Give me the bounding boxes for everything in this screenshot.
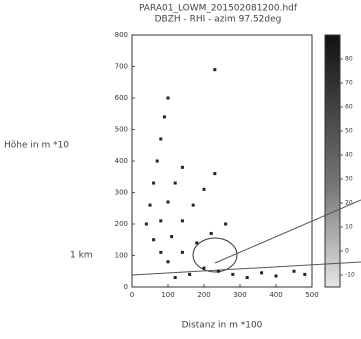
colorbar-tick-label: 10 (345, 224, 353, 231)
data-point (293, 270, 296, 273)
colorbar-tick-label: 20 (345, 200, 353, 207)
highlight-circle (193, 238, 237, 272)
data-point (246, 276, 249, 279)
x-tick-label: 200 (197, 291, 210, 299)
x-tick-label: 100 (161, 291, 174, 299)
colorbar-tick-label: 60 (345, 104, 353, 111)
data-point (163, 115, 166, 118)
colorbar-tick-label: 70 (345, 80, 353, 87)
data-point (159, 219, 162, 222)
data-point (224, 223, 227, 226)
chart-title: PARA01_LOWM_201502081200.hdf (139, 4, 298, 14)
data-point (213, 172, 216, 175)
data-point (156, 160, 159, 163)
data-point (210, 232, 213, 235)
x-axis-label: Distanz in m *100 (182, 321, 263, 331)
data-point (192, 204, 195, 207)
x-tick-label: 500 (305, 291, 318, 299)
y-tick-label: 100 (115, 252, 128, 260)
data-point (203, 267, 206, 270)
y-tick-label: 400 (115, 157, 128, 165)
data-point (152, 238, 155, 241)
data-point (217, 270, 220, 273)
data-point (188, 273, 191, 276)
data-point (167, 200, 170, 203)
data-point (181, 166, 184, 169)
colorbar-tick-label: 50 (345, 128, 353, 135)
plot-frame (132, 35, 312, 287)
y-tick-label: 500 (115, 126, 128, 134)
data-point (231, 273, 234, 276)
data-point (152, 182, 155, 185)
data-point (167, 97, 170, 100)
data-point (203, 188, 206, 191)
annotation: 1 km (70, 251, 93, 261)
data-point (149, 204, 152, 207)
data-point (145, 223, 148, 226)
data-point (213, 68, 216, 71)
data-point (181, 251, 184, 254)
chart-subtitle: DBZH - RHI - azim 97.52deg (155, 15, 282, 25)
colorbar-tick-label: 0 (345, 248, 349, 255)
chart: PARA01_LOWM_201502081200.hdf DBZH - RHI … (0, 0, 361, 339)
data-point (260, 271, 263, 274)
colorbar-tick-label: 40 (345, 152, 353, 159)
data-point (159, 251, 162, 254)
y-axis-label: Höhe in m *10 (4, 141, 69, 151)
y-tick-label: 0 (124, 283, 128, 291)
data-point (275, 274, 278, 277)
data-point (195, 241, 198, 244)
data-point (170, 235, 173, 238)
data-point (159, 137, 162, 140)
x-tick-label: 0 (130, 291, 134, 299)
x-tick-label: 400 (269, 291, 282, 299)
data-point (167, 260, 170, 263)
data-point (303, 273, 306, 276)
colorbar-tick-label: -10 (345, 272, 355, 279)
data-point (174, 182, 177, 185)
colorbar-tick-label: 80 (345, 56, 353, 63)
data-point (181, 219, 184, 222)
y-tick-label: 600 (115, 94, 128, 102)
colorbar-tick-label: 30 (345, 176, 353, 183)
y-tick-label: 700 (115, 63, 128, 71)
y-tick-label: 200 (115, 220, 128, 228)
y-tick-label: 300 (115, 189, 128, 197)
data-point (174, 276, 177, 279)
colorbar (325, 35, 340, 287)
x-tick-label: 300 (233, 291, 246, 299)
y-tick-label: 800 (115, 31, 128, 39)
